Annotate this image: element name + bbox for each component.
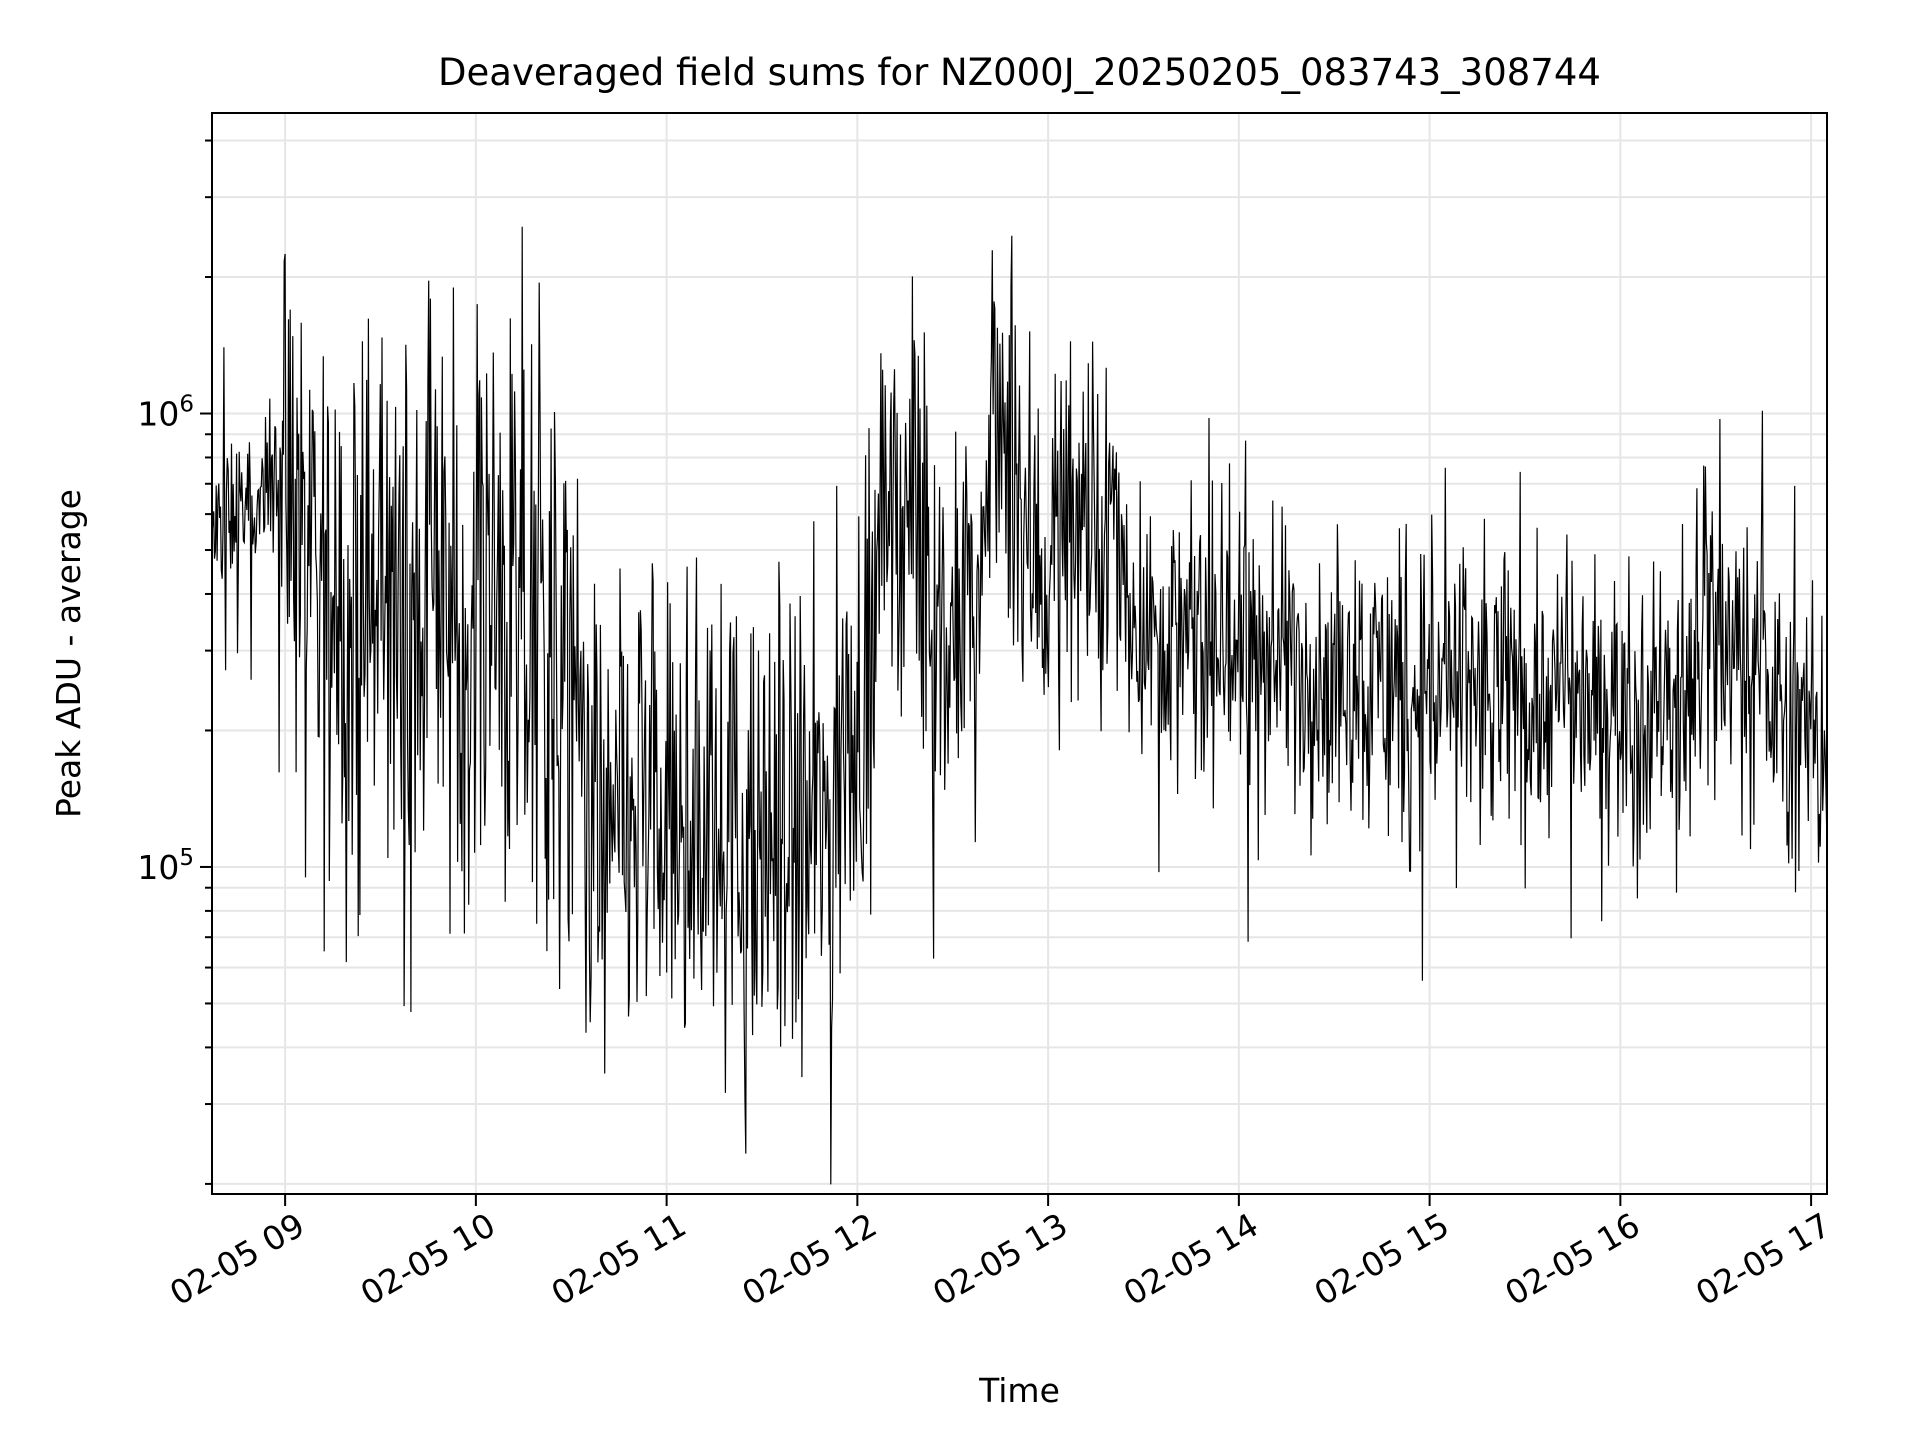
y-tick-label: 106 <box>137 392 194 434</box>
x-tick-label: 02-05 09 <box>163 1205 311 1313</box>
x-tick-label: 02-05 15 <box>1308 1205 1456 1313</box>
y-axis-label: Peak ADU - average <box>49 489 88 818</box>
x-tick-label: 02-05 17 <box>1689 1205 1837 1313</box>
x-tick-label: 02-05 16 <box>1498 1205 1646 1313</box>
plot-frame <box>211 112 1828 1195</box>
y-tick-exponent: 6 <box>179 392 194 418</box>
series-line <box>211 226 1828 1185</box>
x-axis-label: Time <box>978 1371 1060 1410</box>
y-tick-base: 10 <box>137 848 179 887</box>
x-tick-label: 02-05 13 <box>926 1205 1074 1313</box>
gridlines <box>212 113 1827 1194</box>
y-tick-base: 10 <box>137 395 179 434</box>
y-tick-exponent: 5 <box>179 845 194 871</box>
x-tick-label: 02-05 12 <box>735 1205 883 1313</box>
x-tick-label: 02-05 10 <box>354 1205 502 1313</box>
x-tick-label: 02-05 14 <box>1117 1205 1265 1313</box>
x-axis-ticks: 02-05 09 02-05 10 02-05 11 02-05 12 02-05 13… <box>163 1194 1837 1313</box>
series-group <box>211 226 1828 1185</box>
y-tick-label: 105 <box>137 845 194 887</box>
x-tick-label: 02-05 11 <box>545 1205 693 1313</box>
chart-title: Deaveraged field sums for NZ000J_2025020… <box>438 51 1601 94</box>
